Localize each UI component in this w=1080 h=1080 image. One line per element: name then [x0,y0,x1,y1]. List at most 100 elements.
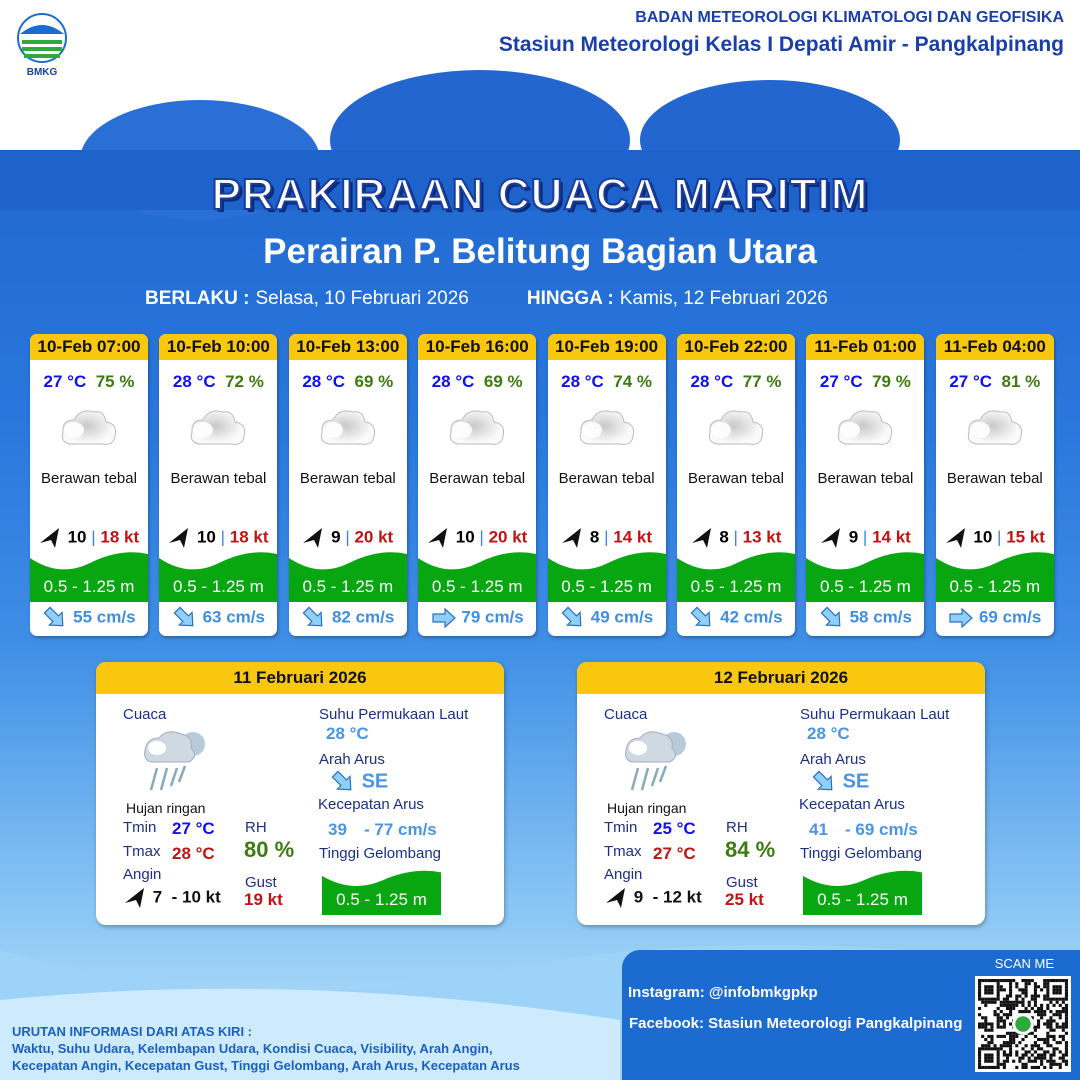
wind-speed: 9 [331,527,341,547]
from-label: BERLAKU : [145,288,250,309]
station-name: Stasiun Meteorologi Kelas I Depati Amir … [498,33,1064,56]
forecast-time: 10-Feb 16:00 [418,334,537,360]
current-direction-icon [561,606,582,627]
wave-height: 0.5 - 1.25 m [690,577,782,596]
humidity: 81 % [1001,372,1041,391]
thick-cloud-icon [579,410,634,445]
daily-forecast-panel: 12 Februari 2026 Cuaca Hujan ringan Tmin 25 … [577,662,985,925]
tmin-label: Tmin [604,819,638,836]
weather-condition: Berawan tebal [946,470,1043,487]
wave-height-shape [806,552,925,602]
qr-code[interactable] [975,976,1071,1072]
instagram-link[interactable]: Instagram: @infobmkgpkp [628,984,818,1001]
forecast-time: 10-Feb 10:00 [159,334,278,360]
wind-direction-icon [945,528,965,548]
weather-condition: Berawan tebal [558,470,655,487]
weather-condition: Berawan tebal [170,470,267,487]
current-speed: 63 cm/s [202,607,265,627]
divider: | [220,527,226,547]
thick-cloud-icon [708,410,764,445]
rh-label: RH [726,819,748,836]
humidity: 79 % [872,372,911,391]
gust-speed: 20 kt [354,527,394,547]
wind-label: Angin [604,866,643,883]
humidity: 69 % [483,372,523,391]
thick-cloud-icon [967,410,1022,445]
air-temperature: 28 °C [690,372,734,391]
thick-cloud-icon [191,410,246,445]
gust-value: 19 kt [244,890,283,909]
wind-speed: 8 [719,527,729,547]
current-speed-label: Kecepatan Arus [799,796,905,813]
forecast-card: 10-Feb 22:00 28 °C 77 % Berawan tebal 8 | … [677,334,795,636]
gust-speed: 14 kt [613,527,653,547]
current-direction-value: SE [361,770,389,793]
cloud-banner [0,0,1080,220]
wave-height-shape [30,552,148,602]
from-date: Selasa, 10 Februari 2026 [255,288,469,309]
air-temperature: 28 °C [172,372,216,391]
wave-height-shape [803,870,922,915]
to-label: HINGGA : [526,288,614,309]
current-speed: 82 cm/s [331,607,395,627]
current-min: 41 [809,820,828,839]
air-temperature: 28 °C [302,372,346,391]
wind-direction-icon [428,528,448,548]
bmkg-logo: BMKG [17,13,67,78]
current-direction-icon [302,606,323,627]
wind-direction-icon [125,888,144,908]
weather-condition: Hujan ringan [607,800,687,816]
legend-line: Kecepatan Angin, Kecepatan Gust, Tinggi … [12,1058,520,1073]
divider: | [862,527,868,547]
tmin-value: 25 °C [653,819,696,838]
weather-condition: Berawan tebal [41,470,137,487]
forecast-card: 10-Feb 16:00 28 °C 69 % Berawan tebal 10 |… [418,334,537,636]
current-speed: 58 cm/s [849,607,912,627]
facebook-link[interactable]: Facebook: Stasiun Meteorologi Pangkalpin… [629,1015,963,1032]
wave-height-shape [677,552,795,602]
wind-direction-icon [820,528,840,548]
air-temperature: 27 °C [819,372,863,391]
wave-height: 0.5 - 1.25 m [949,577,1041,596]
gust-speed: 15 kt [1006,527,1045,547]
divider: | [345,527,350,547]
wind-direction-icon [39,528,59,548]
current-direction-icon [820,606,841,627]
sst-label: Suhu Permukaan Laut [319,706,469,723]
wind-speed: 9 [848,527,859,547]
forecast-time: 11-Feb 01:00 [806,334,925,360]
thick-cloud-icon [450,410,505,445]
current-max: - 69 cm/s [845,820,918,839]
panel-date: 12 Februari 2026 [577,662,985,694]
humidity: 69 % [354,372,394,391]
wind-label: Angin [123,866,162,883]
current-speed: 42 cm/s [720,607,783,627]
wind-direction-icon [562,528,582,548]
gust-label: Gust [726,874,758,891]
divider: | [479,527,484,547]
svg-text:BMKG: BMKG [27,67,58,78]
current-direction-icon [690,606,711,627]
wind-direction-icon [691,528,711,548]
area-subtitle: Perairan P. Belitung Bagian Utara [263,232,817,271]
weather-condition: Berawan tebal [688,470,784,487]
current-direction-icon [812,770,833,791]
light-rain-icon [625,731,686,791]
forecast-time: 10-Feb 22:00 [677,334,795,360]
current-speed: 55 cm/s [73,607,136,627]
forecast-card: 10-Feb 10:00 28 °C 72 % Berawan tebal 10 |… [159,334,278,636]
wave-height: 0.5 - 1.25 m [173,577,264,596]
page-title: PRAKIRAAN CUACA MARITIM [211,169,869,220]
current-direction-label: Arah Arus [800,751,866,768]
divider: | [604,527,609,547]
info-order-legend: URUTAN INFORMASI DARI ATAS KIRI : Waktu,… [12,1023,520,1074]
light-rain-icon [144,731,205,791]
wave-height: 0.5 - 1.25 m [817,890,908,909]
wind-direction-icon [169,528,189,548]
current-direction-icon [331,770,352,791]
divider: | [997,527,1002,547]
air-temperature: 28 °C [431,372,475,391]
wind-range: 7 - 10 kt [152,887,221,907]
forecast-card: 10-Feb 13:00 28 °C 69 % Berawan tebal 9 | … [288,334,407,636]
forecast-card: 10-Feb 07:00 27 °C 75 % Berawan tebal 10 |… [30,334,148,636]
